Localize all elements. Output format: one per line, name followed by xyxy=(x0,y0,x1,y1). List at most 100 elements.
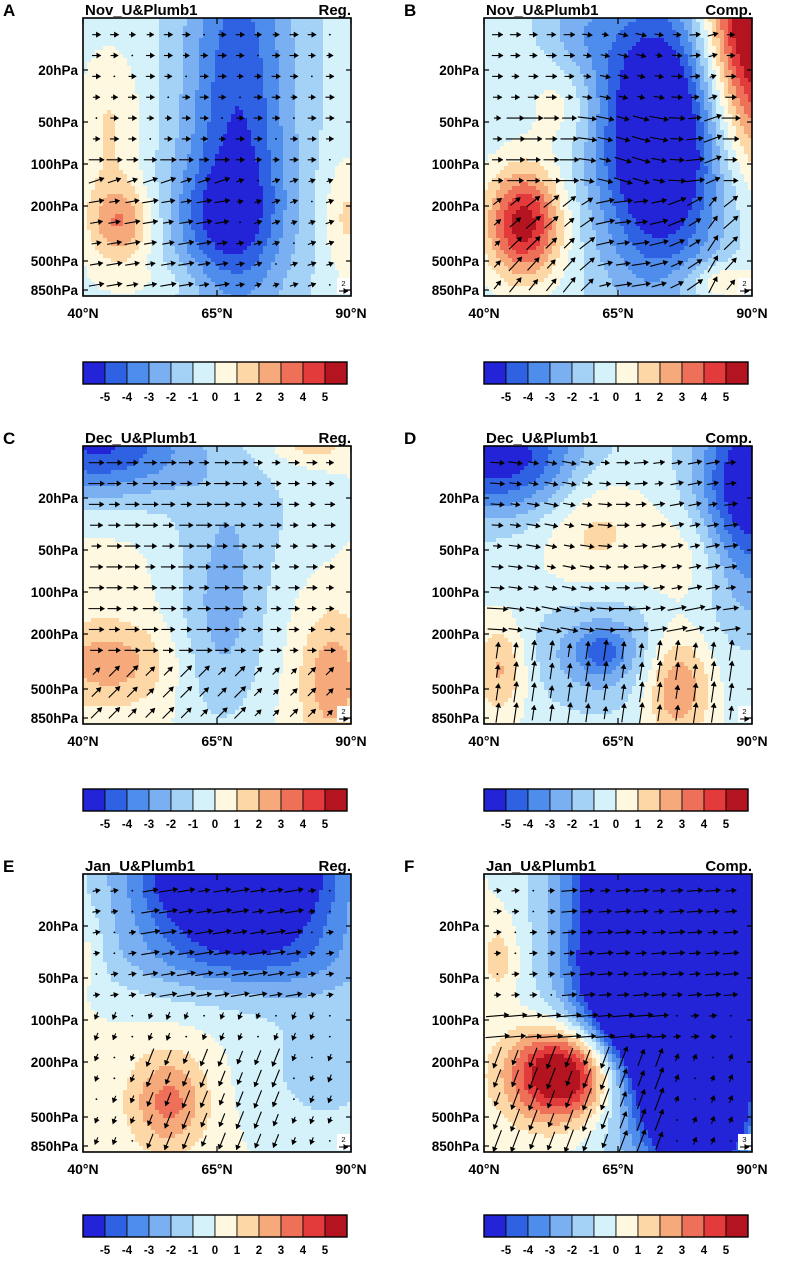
vector-arrow xyxy=(619,1091,628,1107)
vector-arrow xyxy=(88,176,105,184)
vector-arrow xyxy=(213,949,231,956)
vector-arrow xyxy=(108,686,121,699)
vector-arrow xyxy=(670,480,684,487)
vector-arrow xyxy=(566,662,573,679)
vector-arrow xyxy=(649,239,669,247)
vector-arrow xyxy=(618,1130,629,1152)
vector-arrow xyxy=(93,1012,100,1020)
vector-arrow xyxy=(727,1053,734,1062)
vector-arrow xyxy=(618,31,629,38)
vector-arrow xyxy=(126,281,139,288)
vector-arrow xyxy=(638,681,645,703)
vector-arrow xyxy=(230,886,250,893)
vector-arrow xyxy=(196,239,213,246)
vector-arrow xyxy=(654,1087,665,1111)
vector-arrow xyxy=(709,1095,716,1103)
colorbar-tick-label: 5 xyxy=(322,392,329,404)
vector-arrow xyxy=(690,1033,700,1040)
vector-arrow xyxy=(566,643,573,658)
vector-arrow xyxy=(706,542,721,549)
vector-arrow xyxy=(580,564,595,571)
vector-arrow xyxy=(669,238,685,247)
vector-arrow xyxy=(579,887,595,894)
vector-arrow xyxy=(212,907,233,914)
vector-arrow xyxy=(526,543,541,550)
colorbar-swatch xyxy=(82,788,106,812)
colorbar-tick-label: -4 xyxy=(122,819,133,831)
vector-dot xyxy=(95,117,98,119)
colorbar-tick-label: 4 xyxy=(300,392,307,404)
vector-arrow xyxy=(547,1112,555,1128)
vector-dot xyxy=(676,1014,678,1017)
vector-arrow xyxy=(194,949,215,956)
vector-arrow xyxy=(146,1133,154,1149)
colorbar-tick-label: -4 xyxy=(122,392,133,404)
vector-arrow xyxy=(178,239,195,246)
colorbar-swatch xyxy=(703,1214,727,1238)
vector-arrow xyxy=(667,604,687,611)
vector-arrow xyxy=(656,640,663,661)
vector-arrow xyxy=(562,929,577,936)
vector-arrow xyxy=(510,1129,520,1152)
vector-arrow xyxy=(163,1131,173,1151)
x-tick-label: 65°N xyxy=(201,733,232,749)
panel-a: 2 20hPa 50hPa 100hPa 200hPa 500hPa 850hPa 40°N 6… xyxy=(3,1,367,404)
vector-arrow xyxy=(196,198,213,204)
vector-arrow xyxy=(670,260,684,268)
colorbar: -5 -4 -3 -2 -1 0 1 2 3 4 5 xyxy=(483,788,749,831)
vector-arrow xyxy=(176,991,197,998)
vector-arrow xyxy=(634,480,649,487)
vector-arrow xyxy=(248,970,268,977)
vector-arrow xyxy=(669,521,685,528)
vector-dot xyxy=(514,931,517,934)
vector-arrow xyxy=(199,687,209,697)
vector-arrow xyxy=(250,887,267,894)
vector-arrow xyxy=(582,1130,592,1152)
vector-arrow xyxy=(199,1048,209,1067)
vector-arrow xyxy=(181,1070,190,1087)
vector-arrow xyxy=(562,481,577,487)
vector-dot xyxy=(113,952,116,955)
vector-arrow xyxy=(214,281,230,288)
y-tick-label: 200hPa xyxy=(31,627,79,642)
vector-arrow xyxy=(563,237,575,249)
vector-arrow xyxy=(92,887,101,894)
vector-arrow xyxy=(637,94,646,100)
vector-dot xyxy=(711,1056,714,1059)
y-tick-label: 850hPa xyxy=(432,1139,480,1154)
vector-arrow xyxy=(615,260,631,267)
vector-arrow xyxy=(620,702,627,723)
x-tick-label: 90°N xyxy=(335,305,366,321)
vector-arrow xyxy=(142,887,159,894)
reference-vector-value: 2 xyxy=(742,279,746,288)
vector-arrow xyxy=(581,1087,592,1111)
vector-arrow xyxy=(688,563,702,570)
vector-arrow xyxy=(635,950,647,957)
vector-arrow xyxy=(706,950,720,957)
vector-arrow xyxy=(161,949,175,956)
vector-arrow xyxy=(689,73,701,80)
vector-arrow xyxy=(723,605,739,612)
vector-arrow xyxy=(129,1054,136,1062)
vector-arrow xyxy=(636,1089,646,1110)
vector-arrow xyxy=(510,501,521,508)
vector-arrow xyxy=(284,907,304,914)
vector-arrow xyxy=(584,703,591,723)
y-tick-label: 20hPa xyxy=(38,491,78,506)
vector-arrow xyxy=(307,667,317,676)
vector-arrow xyxy=(653,501,666,508)
vector-arrow xyxy=(325,971,335,978)
vector-arrow xyxy=(180,665,193,678)
vector-arrow xyxy=(253,666,263,676)
vector-arrow xyxy=(111,1137,118,1145)
vector-arrow xyxy=(546,1131,556,1151)
colorbar-swatch xyxy=(483,361,507,385)
vector-arrow xyxy=(671,887,684,894)
vector-arrow xyxy=(562,195,576,207)
vector-arrow xyxy=(267,970,285,977)
vector-arrow xyxy=(503,1012,528,1019)
vector-arrow xyxy=(631,605,651,612)
vector-arrow xyxy=(490,459,505,466)
vector-arrow xyxy=(599,94,612,101)
vector-arrow xyxy=(612,1012,635,1019)
